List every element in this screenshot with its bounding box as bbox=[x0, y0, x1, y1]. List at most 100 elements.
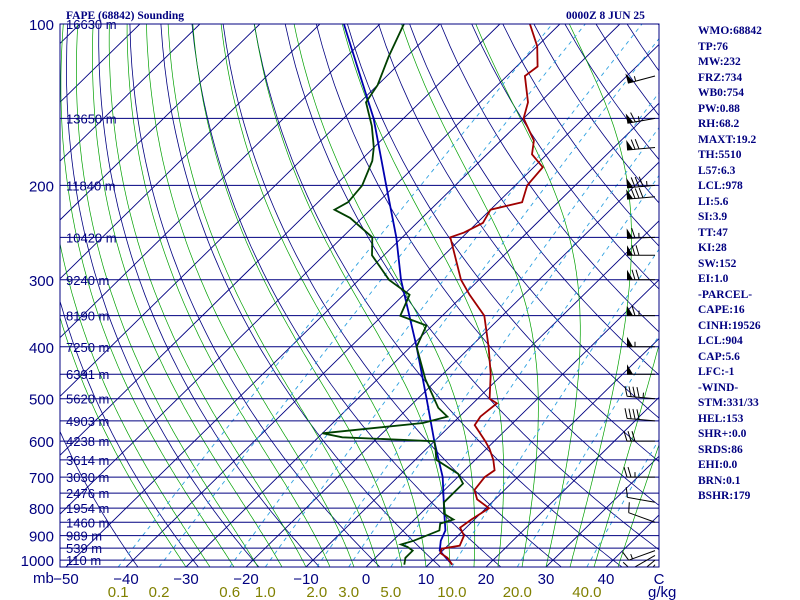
barb-feather bbox=[635, 245, 640, 256]
barb-feather bbox=[630, 112, 636, 123]
dry-adiabat-line bbox=[98, 24, 320, 567]
barb-feather bbox=[636, 409, 640, 420]
temperature-tick-label: −40 bbox=[113, 571, 138, 588]
index-line: LI:5.6 bbox=[698, 195, 729, 208]
mixing-ratio-line bbox=[348, 126, 659, 567]
moist-adiabat-line bbox=[126, 24, 331, 567]
mixing-ratio-label: 10.0 bbox=[437, 584, 466, 600]
index-line: LCL:904 bbox=[698, 335, 743, 347]
barb-feather bbox=[634, 139, 640, 150]
mixing-ratio-label: 2.0 bbox=[306, 584, 327, 600]
barb-staff bbox=[652, 564, 656, 567]
barb-flag bbox=[625, 73, 634, 84]
wind-barb bbox=[627, 364, 655, 375]
dry-adiabat-line bbox=[409, 24, 659, 376]
pressure-tick-label: 100 bbox=[29, 17, 54, 34]
mixing-ratio-line bbox=[264, 37, 659, 567]
wind-barb bbox=[627, 305, 655, 317]
barb-half-feather bbox=[630, 553, 633, 559]
height-label: 10420 m bbox=[66, 230, 117, 245]
wind-barb bbox=[627, 269, 655, 281]
wind-barb bbox=[626, 227, 656, 239]
barb-feather bbox=[625, 486, 628, 498]
barb-feather bbox=[630, 177, 636, 188]
barb-feather bbox=[638, 187, 644, 198]
moist-adiabat-line bbox=[293, 24, 476, 567]
index-line: L57:6.3 bbox=[698, 164, 736, 177]
wind-barb bbox=[626, 139, 656, 151]
mixing-ratio-label: 0.6 bbox=[219, 584, 240, 600]
moist-adiabat-line bbox=[146, 24, 355, 567]
barb-half-feather bbox=[637, 116, 640, 122]
height-label: 11840 m bbox=[66, 178, 116, 193]
moist-adiabat-line bbox=[593, 343, 659, 567]
height-label: 1460 m bbox=[66, 515, 109, 530]
valid-time: 0000Z 8 JUN 25 bbox=[566, 10, 645, 22]
mixing-ratio-line bbox=[158, 24, 586, 567]
index-line: BSHR:179 bbox=[698, 490, 751, 502]
barb-feather bbox=[624, 385, 628, 397]
wind-barb bbox=[652, 564, 656, 567]
dry-adiabat-line bbox=[60, 430, 139, 567]
barb-flag bbox=[626, 189, 634, 200]
barb-half-feather bbox=[633, 76, 637, 82]
dry-adiabat-line bbox=[60, 299, 199, 567]
temperature-tick-label: −50 bbox=[53, 571, 78, 588]
height-label: 7250 m bbox=[66, 340, 109, 355]
height-label: 13650 m bbox=[66, 111, 117, 126]
index-line: SRDS:86 bbox=[698, 443, 743, 456]
index-line: -WIND- bbox=[698, 381, 739, 394]
wind-barb bbox=[646, 559, 656, 567]
plot-area bbox=[0, 24, 659, 567]
height-label: 3614 m bbox=[66, 453, 109, 468]
mixing-ratio-label: 40.0 bbox=[572, 584, 601, 600]
index-line: CAP:5.6 bbox=[698, 350, 740, 363]
barb-feather bbox=[624, 408, 628, 419]
wind-barb bbox=[625, 112, 656, 124]
index-line: MAXT:19.2 bbox=[698, 133, 757, 146]
mixing-ratio-label: 3.0 bbox=[338, 584, 359, 600]
dewpoint-trace bbox=[322, 24, 465, 565]
index-line: HEL:153 bbox=[698, 412, 744, 425]
barb-feather bbox=[632, 408, 636, 420]
dry-adiabat-line bbox=[502, 24, 659, 247]
isotherm-line bbox=[425, 337, 659, 567]
wind-barb bbox=[622, 550, 656, 561]
height-label: 5620 m bbox=[66, 392, 109, 407]
moist-adiabat-line bbox=[92, 24, 283, 567]
barb-staff bbox=[627, 395, 656, 400]
pressure-tick-label: 900 bbox=[29, 529, 54, 546]
height-label: 1954 m bbox=[66, 501, 109, 516]
index-line: EI:1.0 bbox=[698, 273, 729, 285]
dry-adiabat-line bbox=[66, 24, 260, 567]
barb-feather bbox=[630, 188, 636, 199]
temperature-tick-label: 40 bbox=[598, 571, 615, 588]
wind-barb bbox=[625, 486, 656, 503]
pressure-tick-label: 500 bbox=[29, 392, 54, 409]
mixing-ratio-line bbox=[117, 24, 553, 567]
barb-staff bbox=[633, 554, 656, 567]
barb-staff bbox=[627, 417, 656, 422]
mixing-ratio-line bbox=[316, 92, 659, 567]
mixing-ratio-label: 5.0 bbox=[380, 584, 401, 600]
barb-staff bbox=[627, 496, 656, 503]
mixing-ratio-label: 1.0 bbox=[255, 584, 276, 600]
index-line: KI:28 bbox=[698, 242, 727, 254]
isotherm-line bbox=[60, 24, 441, 398]
barb-feather bbox=[631, 227, 636, 239]
index-line: WB0:754 bbox=[698, 87, 744, 99]
barb-staff bbox=[627, 147, 656, 151]
barb-flag bbox=[626, 140, 634, 150]
wind-barb bbox=[626, 187, 656, 200]
pressure-unit-label: mb bbox=[33, 570, 54, 587]
index-line: SHR+:0.0 bbox=[698, 428, 747, 440]
dry-adiabat-line bbox=[284, 24, 659, 551]
isotherm-line bbox=[0, 24, 20, 567]
isotherm-line bbox=[60, 24, 561, 515]
mixing-ratio-line bbox=[516, 334, 659, 567]
indices-panel: WMO:68842 TP:76 MW:232 FRZ:734 WB0:754 PW:0.8… bbox=[698, 24, 798, 505]
dry-adiabat-line bbox=[129, 24, 381, 567]
dry-adiabat-line bbox=[315, 24, 659, 506]
wind-barb bbox=[627, 336, 655, 348]
temperature-tick-label: 0 bbox=[362, 571, 370, 588]
